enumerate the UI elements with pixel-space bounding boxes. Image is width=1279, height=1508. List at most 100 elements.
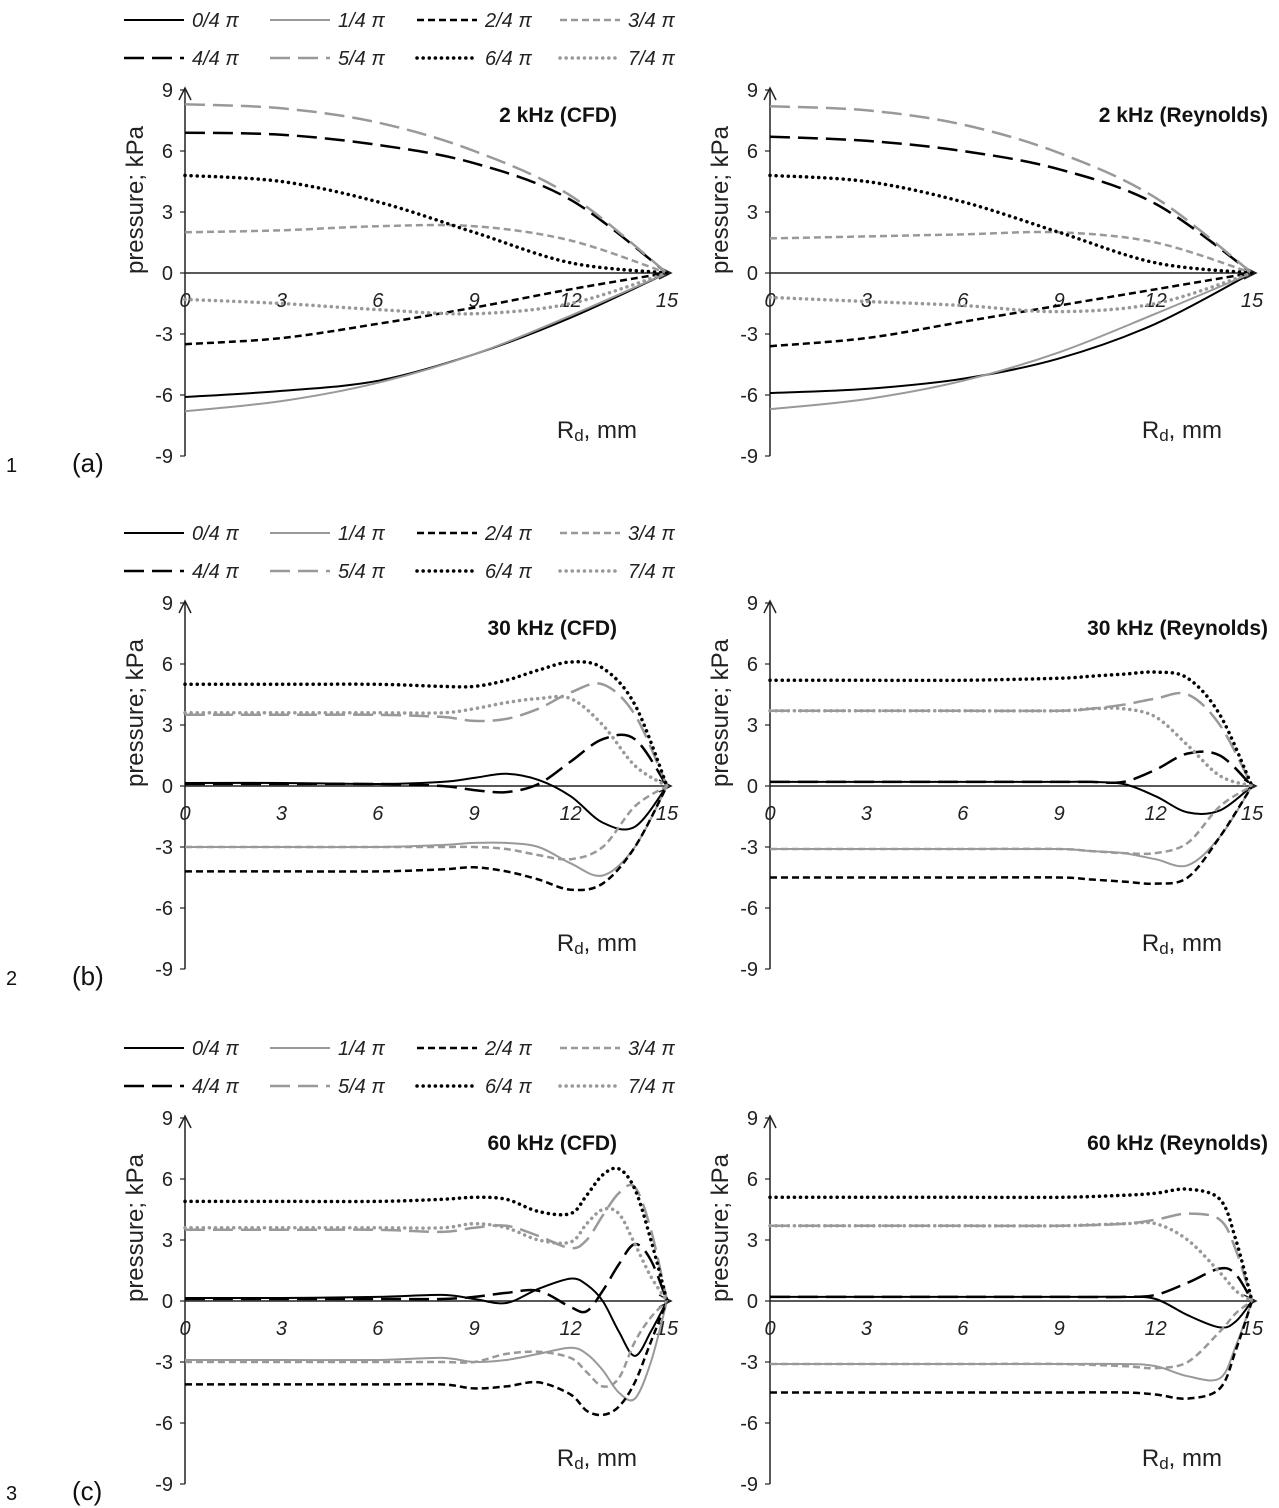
y-tick-label: 6 <box>162 1169 173 1191</box>
x-axis-label: Rd, mm <box>1142 417 1222 445</box>
y-tick-label: -9 <box>155 446 173 468</box>
legend-label: 3/4 π <box>628 10 675 32</box>
x-tick-label: 0 <box>764 1318 775 1340</box>
series-line-1 <box>185 1300 668 1402</box>
y-tick-label: -9 <box>155 1474 173 1496</box>
legend-label: 5/4 π <box>338 561 385 583</box>
chart-title: 2 kHz (Reynolds) <box>1099 104 1268 127</box>
series-line-6 <box>183 660 669 788</box>
series-line-7 <box>768 706 1254 788</box>
legend: 0/4 π 1/4 π 2/4 π 3/4 π 4/4 π 5/4 π 6/4 π 7/4 π <box>124 10 675 70</box>
series-line-4 <box>770 750 1253 787</box>
y-tick-label: -9 <box>740 446 758 468</box>
legend-label: 2/4 π <box>484 10 532 32</box>
series-line-6 <box>768 1187 1254 1303</box>
series-line-7 <box>768 271 1254 314</box>
y-tick-label: -6 <box>740 1413 758 1435</box>
y-tick-label: -6 <box>155 385 173 407</box>
series-line-6 <box>768 670 1254 788</box>
y-tick-label: 9 <box>747 80 758 102</box>
y-tick-label: 0 <box>162 263 173 285</box>
legend-label: 4/4 π <box>192 561 239 583</box>
legend-label: 7/4 π <box>628 1076 675 1098</box>
legend-label: 2/4 π <box>484 1038 532 1060</box>
chart-panel: 9 6 3 0 -3 -6 -9 0 3 6 9 12 15 30 kHz (Reynolds) press… <box>707 593 1268 981</box>
row-number: 1 <box>6 455 17 477</box>
legend-label: 3/4 π <box>628 523 675 545</box>
series-line-1 <box>769 272 1253 411</box>
x-tick-label: 6 <box>957 1318 969 1340</box>
x-tick-label: 9 <box>1054 290 1065 312</box>
x-tick-label: 0 <box>179 803 190 825</box>
y-tick-label: 9 <box>747 1108 758 1130</box>
series-line-5 <box>769 105 1253 274</box>
y-tick-label: -3 <box>155 1352 173 1374</box>
legend-label: 0/4 π <box>192 10 239 32</box>
x-axis-label: Rd, mm <box>557 417 637 445</box>
series-line-0 <box>184 1277 668 1357</box>
y-tick-label: 6 <box>162 654 173 676</box>
legend-label: 7/4 π <box>628 561 675 583</box>
series-line-2 <box>185 1300 669 1417</box>
y-tick-label: 9 <box>162 1108 173 1130</box>
legend-label: 4/4 π <box>192 1076 239 1098</box>
x-tick-label: 12 <box>559 290 581 312</box>
series-line-4 <box>185 733 669 794</box>
series-line-1 <box>769 1300 1253 1382</box>
x-tick-label: 6 <box>372 290 384 312</box>
series-line-4 <box>185 1242 669 1314</box>
x-tick-label: 12 <box>1144 1318 1166 1340</box>
y-axis-arrow <box>763 1114 777 1129</box>
series-line-6 <box>183 173 669 275</box>
legend-label: 7/4 π <box>628 48 675 70</box>
legend-label: 5/4 π <box>338 48 385 70</box>
series-line-2 <box>769 271 1253 348</box>
y-axis-arrow <box>763 86 777 101</box>
series-line-2 <box>184 271 668 346</box>
x-tick-label: 12 <box>1144 803 1166 825</box>
chart-title: 30 kHz (Reynolds) <box>1087 617 1268 640</box>
x-axis-label: Rd, mm <box>557 1445 637 1473</box>
chart-title: 30 kHz (CFD) <box>487 617 617 640</box>
x-tick-label: 9 <box>469 803 480 825</box>
series-line-3 <box>769 1299 1253 1370</box>
series-line-2 <box>769 785 1254 885</box>
y-tick-label: 9 <box>162 593 173 615</box>
y-tick-label: -9 <box>740 959 758 981</box>
series-line-0 <box>184 772 668 831</box>
x-tick-label: 15 <box>1241 803 1264 825</box>
y-axis-label: pressure; kPa <box>122 638 149 787</box>
x-tick-label: 12 <box>1144 290 1166 312</box>
legend-label: 3/4 π <box>628 1038 675 1060</box>
legend-label: 6/4 π <box>485 561 532 583</box>
legend-label: 0/4 π <box>192 523 239 545</box>
x-tick-label: 9 <box>1054 1318 1065 1340</box>
x-tick-label: 6 <box>372 803 384 825</box>
y-tick-label: 0 <box>747 1291 758 1313</box>
series-line-0 <box>184 272 668 398</box>
y-tick-label: -6 <box>740 898 758 920</box>
legend: 0/4 π 1/4 π 2/4 π 3/4 π 4/4 π 5/4 π 6/4 π 7/4 π <box>124 523 675 583</box>
series-line-7 <box>183 1206 669 1303</box>
legend-label: 4/4 π <box>192 48 239 70</box>
y-tick-label: 3 <box>162 202 173 224</box>
y-tick-label: 6 <box>747 1169 758 1191</box>
chart-title: 2 kHz (CFD) <box>499 104 617 127</box>
x-tick-label: 12 <box>559 803 581 825</box>
y-tick-label: 0 <box>162 776 173 798</box>
y-tick-label: 3 <box>162 715 173 737</box>
series-line-4 <box>770 1266 1254 1302</box>
x-tick-label: 9 <box>469 290 480 312</box>
series-line-1 <box>185 785 668 877</box>
y-axis-label: pressure; kPa <box>707 1153 734 1302</box>
chart-title: 60 kHz (CFD) <box>487 1132 617 1155</box>
y-tick-label: 0 <box>162 1291 173 1313</box>
series-line-7 <box>183 694 669 788</box>
y-axis-arrow <box>178 86 192 101</box>
x-tick-label: 15 <box>656 290 679 312</box>
series-line-6 <box>768 173 1254 275</box>
chart-panel: 9 6 3 0 -3 -6 -9 0 3 6 9 12 15 30 kHz (CFD) pressure; … <box>122 593 679 981</box>
x-tick-label: 12 <box>559 1318 581 1340</box>
x-tick-label: 0 <box>764 803 775 825</box>
